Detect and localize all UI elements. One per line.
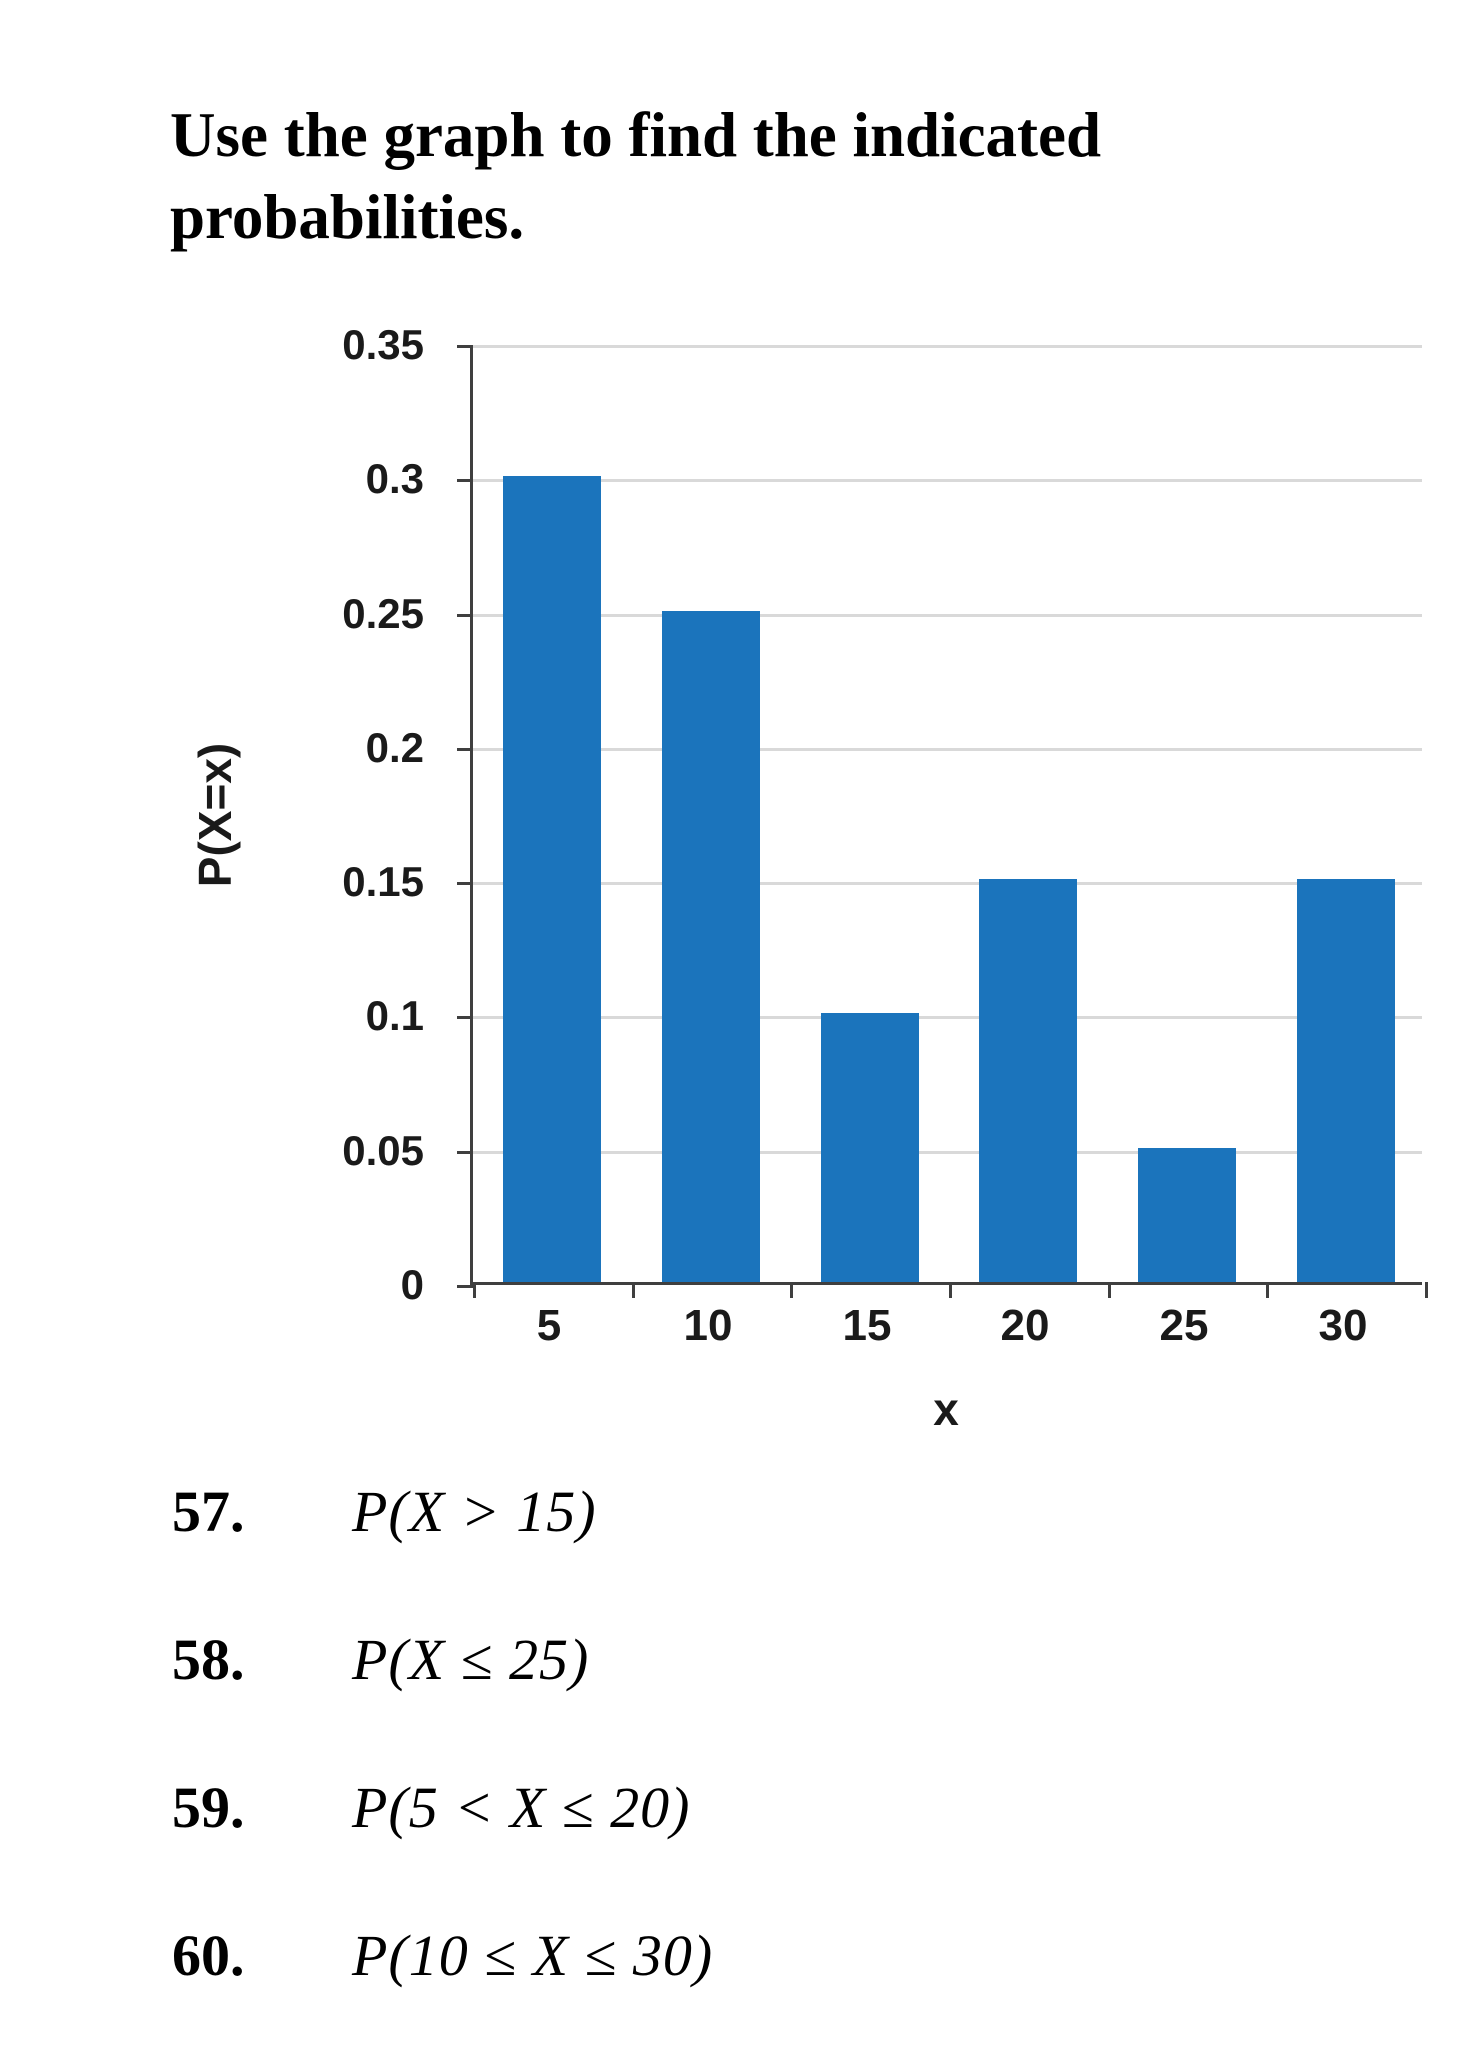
bar — [821, 1013, 919, 1282]
y-tick-label: 0.15 — [342, 858, 424, 906]
y-tick-label: 0 — [400, 1261, 424, 1308]
question-expression: P(X > 15) — [352, 1479, 597, 1544]
question-number: 58. — [172, 1627, 245, 1692]
questions-list: 57. P(X > 15) 58. P(X ≤ 25) 59. P(5 < X ≤ 20)… — [172, 1478, 713, 2046]
x-tick-mark — [632, 1282, 635, 1298]
y-tick-mark — [457, 613, 473, 617]
page-title: Use the graph to find the indicated prob… — [170, 100, 1102, 252]
y-tick-label: 0.3 — [365, 455, 424, 503]
bar — [503, 476, 601, 1282]
question-expression: P(X ≤ 25) — [352, 1627, 590, 1692]
y-axis-ticks: 0 0.05 0.1 0.15 0.2 0.25 0.3 0.35 — [160, 324, 440, 1306]
x-tick-label: 5 — [536, 1301, 562, 1350]
y-tick-mark — [457, 1150, 473, 1154]
gridline — [473, 1150, 1422, 1154]
y-tick-mark — [457, 1016, 473, 1020]
bar — [979, 879, 1077, 1282]
x-tick-mark — [949, 1282, 952, 1298]
y-tick-mark — [457, 747, 473, 751]
x-tick-mark — [1108, 1282, 1111, 1298]
question-row: 60. P(10 ≤ X ≤ 30) — [172, 1922, 713, 1994]
x-tick-label: 30 — [1318, 1301, 1368, 1350]
question-row: 57. P(X > 15) — [172, 1478, 713, 1550]
y-tick-mark — [457, 345, 473, 348]
y-tick-mark — [457, 882, 473, 886]
y-tick-label: 0.05 — [342, 1126, 424, 1174]
bar — [1138, 1148, 1236, 1282]
bar — [662, 611, 760, 1282]
question-number: 57. — [172, 1479, 245, 1544]
y-tick-label: 0.1 — [365, 992, 424, 1040]
gridline — [473, 882, 1422, 886]
x-tick-mark — [1425, 1282, 1428, 1298]
y-tick-mark — [457, 1285, 473, 1288]
x-tick-label: 10 — [683, 1301, 733, 1350]
plot-area — [457, 345, 1428, 1298]
x-tick-label: 20 — [1000, 1301, 1050, 1350]
y-tick-label: 0.35 — [342, 321, 424, 368]
y-tick-mark — [457, 479, 473, 483]
gridline — [473, 345, 1422, 348]
question-row: 58. P(X ≤ 25) — [172, 1626, 713, 1698]
bar — [1297, 879, 1395, 1282]
x-tick-mark — [473, 1282, 476, 1298]
question-row: 59. P(5 < X ≤ 20) — [172, 1774, 713, 1846]
x-axis-label: x — [933, 1383, 959, 1435]
x-axis-ticks: 5 10 15 20 25 30 — [470, 1304, 1422, 1364]
x-tick-label: 25 — [1159, 1301, 1209, 1350]
x-tick-label: 15 — [842, 1301, 892, 1350]
question-number: 59. — [172, 1775, 245, 1840]
x-tick-mark — [790, 1282, 793, 1298]
y-tick-label: 0.2 — [365, 723, 424, 771]
question-number: 60. — [172, 1923, 245, 1988]
question-expression: P(10 ≤ X ≤ 30) — [352, 1923, 714, 1988]
question-expression: P(5 < X ≤ 20) — [352, 1775, 691, 1840]
gridline — [473, 1016, 1422, 1020]
gridline — [473, 613, 1422, 617]
y-tick-label: 0.25 — [342, 589, 424, 637]
gridline — [473, 479, 1422, 483]
gridline — [473, 747, 1422, 751]
x-tick-mark — [1266, 1282, 1269, 1298]
